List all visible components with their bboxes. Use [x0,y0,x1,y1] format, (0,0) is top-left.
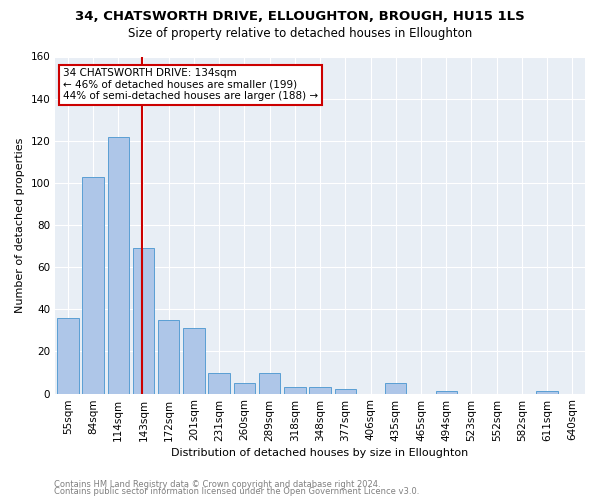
Text: 34 CHATSWORTH DRIVE: 134sqm
← 46% of detached houses are smaller (199)
44% of se: 34 CHATSWORTH DRIVE: 134sqm ← 46% of det… [63,68,318,102]
Bar [208,372,230,394]
Bar [82,176,104,394]
X-axis label: Distribution of detached houses by size in Elloughton: Distribution of detached houses by size … [172,448,469,458]
Text: Contains HM Land Registry data © Crown copyright and database right 2024.: Contains HM Land Registry data © Crown c… [54,480,380,489]
Bar [158,320,179,394]
Y-axis label: Number of detached properties: Number of detached properties [15,138,25,312]
Bar [259,372,280,394]
Bar [385,383,406,394]
Bar [310,387,331,394]
Text: Size of property relative to detached houses in Elloughton: Size of property relative to detached ho… [128,28,472,40]
Bar [183,328,205,394]
Bar [107,136,129,394]
Bar [133,248,154,394]
Bar [436,392,457,394]
Bar [536,392,558,394]
Text: Contains public sector information licensed under the Open Government Licence v3: Contains public sector information licen… [54,487,419,496]
Bar [57,318,79,394]
Bar [233,383,255,394]
Bar [284,387,305,394]
Bar [335,390,356,394]
Text: 34, CHATSWORTH DRIVE, ELLOUGHTON, BROUGH, HU15 1LS: 34, CHATSWORTH DRIVE, ELLOUGHTON, BROUGH… [75,10,525,23]
